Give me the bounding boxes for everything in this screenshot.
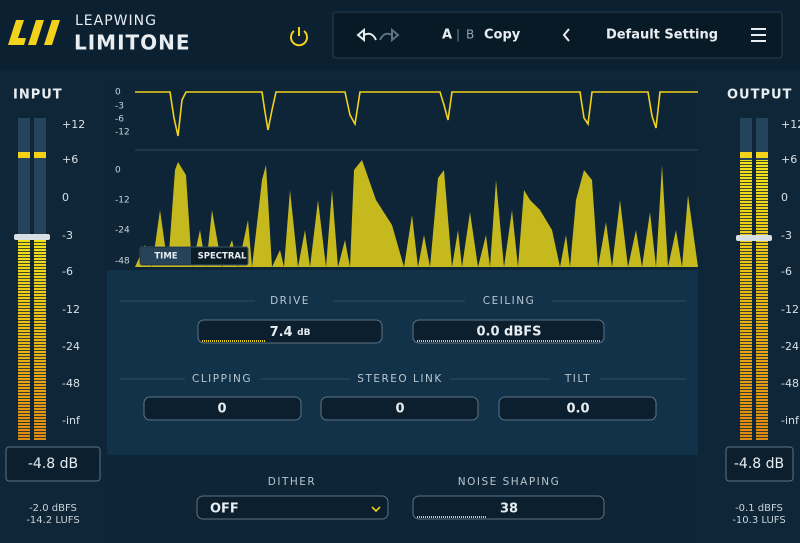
input-scale-label: -12 — [62, 303, 80, 316]
input-scale-label: +12 — [62, 118, 85, 131]
control-field[interactable] — [412, 319, 605, 344]
input-scale-label: -24 — [62, 340, 80, 353]
output-readout: -4.8 dB — [734, 456, 784, 472]
input-scale-label: 0 — [62, 191, 69, 204]
menu-button[interactable] — [751, 28, 766, 42]
view-toggle: TIME SPECTRAL — [139, 246, 249, 266]
input-scale-label: -3 — [62, 229, 73, 242]
output-scale-label: -24 — [781, 340, 799, 353]
product: LIMITONE — [74, 31, 191, 55]
ab-separator: | — [456, 28, 460, 42]
control-field[interactable] — [412, 495, 605, 520]
input-loudness: -14.2 LUFS — [26, 515, 79, 526]
control-value: 38 — [500, 502, 518, 517]
output-loudness: -10.3 LUFS — [732, 515, 785, 526]
peak-hold — [34, 152, 46, 158]
meter-segments — [756, 160, 768, 440]
dropdown-arrow — [371, 506, 381, 513]
display — [107, 78, 698, 270]
peak-hold — [18, 152, 30, 158]
gr-scale-label: -6 — [115, 115, 124, 125]
output-label: OUTPUT — [727, 88, 792, 103]
toolbar — [332, 11, 783, 59]
toggle-active — [141, 248, 191, 264]
preset-name[interactable]: Default Setting — [606, 28, 718, 43]
output-scale-label: -inf — [781, 414, 800, 427]
section-lines — [120, 300, 686, 380]
control-field[interactable] — [196, 495, 389, 520]
gr-scale-label: -12 — [115, 128, 130, 138]
preset-prev[interactable] — [562, 28, 570, 42]
control-label: DRIVE — [270, 295, 310, 307]
output-scale-label: -48 — [781, 377, 799, 390]
control-label: CEILING — [483, 295, 536, 307]
gain-reduction-trace — [135, 91, 698, 137]
peak-hold — [740, 152, 752, 158]
control-value: 0.0 dBFS — [476, 325, 541, 340]
input-scale-label: -6 — [62, 265, 73, 278]
control-label: TILT — [564, 373, 591, 385]
control-label: STEREO LINK — [357, 373, 442, 385]
gr-scale-label: -3 — [115, 102, 124, 112]
control-label: DITHER — [268, 476, 316, 488]
ab-a[interactable]: A — [442, 28, 452, 43]
output-scale-label: -12 — [781, 303, 799, 316]
logo — [8, 20, 60, 45]
control-value: 7.4 dB — [270, 325, 311, 340]
output-scale-label: -3 — [781, 229, 792, 242]
level-scale-label: -12 — [115, 196, 130, 206]
input-peak: -2.0 dBFS — [29, 503, 77, 514]
meter-handle[interactable] — [14, 234, 50, 240]
gr-scale-label: 0 — [115, 88, 121, 98]
output-scale-label: 0 — [781, 191, 788, 204]
redo-button[interactable] — [379, 27, 400, 43]
drive-value: 7.4 — [270, 325, 293, 340]
drive-unit: dB — [297, 328, 310, 338]
control-field[interactable] — [143, 396, 302, 421]
undo-button[interactable] — [356, 27, 377, 43]
output-readout-box — [725, 446, 794, 482]
output-scale-label: +6 — [781, 153, 797, 166]
control-value: 0 — [395, 402, 404, 417]
view-mode[interactable]: TIME — [154, 252, 177, 262]
level-scale-label: -48 — [115, 257, 130, 267]
control-value: OFF — [210, 502, 239, 517]
input-scale-label: -48 — [62, 377, 80, 390]
control-value: 0 — [217, 402, 226, 417]
view-mode[interactable]: SPECTRAL — [198, 252, 247, 262]
control-label: CLIPPING — [192, 373, 252, 385]
meter-segments — [18, 240, 30, 440]
level-scale-label: -24 — [115, 226, 130, 236]
meter-segments — [740, 160, 752, 440]
control-field[interactable] — [498, 396, 657, 421]
output-scale-label: +12 — [781, 118, 800, 131]
control-field[interactable] — [320, 396, 479, 421]
ab-b[interactable]: B — [466, 28, 474, 42]
meter-segments — [34, 240, 46, 440]
input-readout-box — [5, 446, 101, 482]
dither-section — [107, 455, 698, 543]
peak-hold — [756, 152, 768, 158]
output-scale-label: -6 — [781, 265, 792, 278]
input-readout: -4.8 dB — [28, 456, 78, 472]
output-peak: -0.1 dBFS — [735, 503, 783, 514]
control-field[interactable] — [197, 319, 383, 344]
control-value: 0.0 — [566, 402, 589, 417]
level-scale-label: 0 — [115, 166, 121, 176]
brand: LEAPWING — [75, 13, 157, 29]
input-label: INPUT — [13, 88, 63, 103]
control-label: NOISE SHAPING — [458, 476, 561, 488]
input-scale-label: +6 — [62, 153, 78, 166]
meter-handle[interactable] — [736, 235, 772, 241]
copy-button[interactable]: Copy — [484, 28, 521, 43]
input-scale-label: -inf — [62, 414, 81, 427]
power-button[interactable] — [290, 27, 308, 47]
